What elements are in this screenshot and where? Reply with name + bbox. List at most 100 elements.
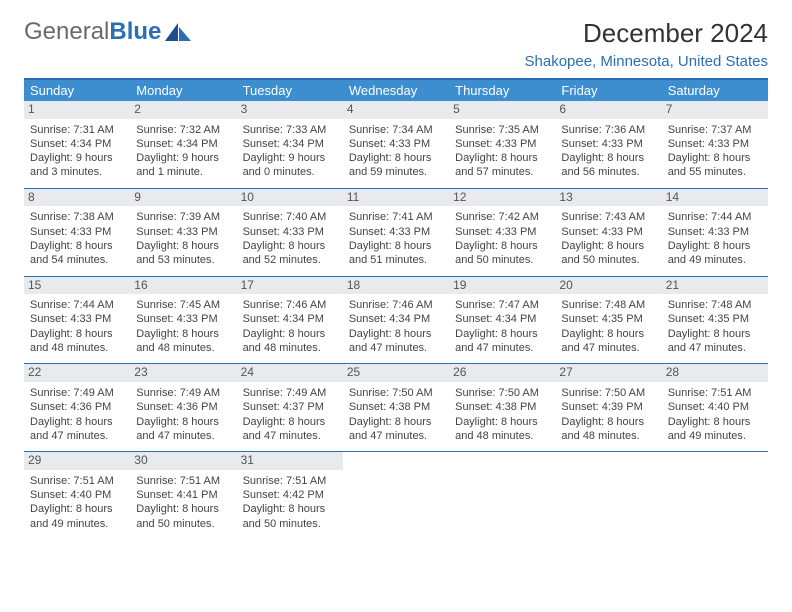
day-cell: 4Sunrise: 7:34 AMSunset: 4:33 PMDaylight… xyxy=(343,101,449,188)
day-sunrise: Sunrise: 7:49 AM xyxy=(136,386,230,400)
day-sunset: Sunset: 4:33 PM xyxy=(455,137,549,151)
day-day: Daylight: 8 hours and 50 minutes. xyxy=(561,239,655,268)
day-cell: 31Sunrise: 7:51 AMSunset: 4:42 PMDayligh… xyxy=(237,452,343,539)
day-cell: 3Sunrise: 7:33 AMSunset: 4:34 PMDaylight… xyxy=(237,101,343,188)
day-sunrise: Sunrise: 7:51 AM xyxy=(243,474,337,488)
day-sunset: Sunset: 4:33 PM xyxy=(561,137,655,151)
day-sunset: Sunset: 4:38 PM xyxy=(349,400,443,414)
day-day: Daylight: 8 hours and 50 minutes. xyxy=(455,239,549,268)
day-sunrise: Sunrise: 7:46 AM xyxy=(349,298,443,312)
day-sunrise: Sunrise: 7:47 AM xyxy=(455,298,549,312)
title-block: December 2024 Shakopee, Minnesota, Unite… xyxy=(525,18,769,70)
day-sunset: Sunset: 4:33 PM xyxy=(668,225,762,239)
day-cell: 14Sunrise: 7:44 AMSunset: 4:33 PMDayligh… xyxy=(662,189,768,276)
day-day: Daylight: 8 hours and 48 minutes. xyxy=(30,327,124,356)
day-sunrise: Sunrise: 7:50 AM xyxy=(349,386,443,400)
day-day: Daylight: 8 hours and 52 minutes. xyxy=(243,239,337,268)
day-cell: 19Sunrise: 7:47 AMSunset: 4:34 PMDayligh… xyxy=(449,277,555,364)
day-number: 24 xyxy=(237,364,343,382)
day-sunset: Sunset: 4:33 PM xyxy=(668,137,762,151)
day-sunset: Sunset: 4:33 PM xyxy=(349,225,443,239)
day-sunrise: Sunrise: 7:51 AM xyxy=(668,386,762,400)
day-sunset: Sunset: 4:40 PM xyxy=(30,488,124,502)
day-sunrise: Sunrise: 7:33 AM xyxy=(243,123,337,137)
day-sunset: Sunset: 4:34 PM xyxy=(243,137,337,151)
day-sunset: Sunset: 4:39 PM xyxy=(561,400,655,414)
day-number: 10 xyxy=(237,189,343,207)
day-sunrise: Sunrise: 7:51 AM xyxy=(136,474,230,488)
day-number: 22 xyxy=(24,364,130,382)
logo-sail-icon xyxy=(165,23,191,41)
day-header: Tuesday xyxy=(237,80,343,101)
day-cell: 1 Sunrise: 7:31 AMSunset: 4:34 PMDaylight… xyxy=(24,101,130,188)
day-sunrise: Sunrise: 7:49 AM xyxy=(243,386,337,400)
day-number: 16 xyxy=(130,277,236,295)
day-sunrise: Sunrise: 7:34 AM xyxy=(349,123,443,137)
day-day: Daylight: 8 hours and 47 minutes. xyxy=(349,327,443,356)
day-day: Daylight: 8 hours and 47 minutes. xyxy=(349,415,443,444)
day-day: Daylight: 8 hours and 56 minutes. xyxy=(561,151,655,180)
day-sunset: Sunset: 4:35 PM xyxy=(561,312,655,326)
day-number: 7 xyxy=(662,101,768,119)
day-day: Daylight: 8 hours and 47 minutes. xyxy=(455,327,549,356)
day-cell: 20Sunrise: 7:48 AMSunset: 4:35 PMDayligh… xyxy=(555,277,661,364)
logo-word1: General xyxy=(24,18,109,46)
day-cell xyxy=(449,452,555,539)
week-row: 29Sunrise: 7:51 AMSunset: 4:40 PMDayligh… xyxy=(24,452,768,539)
day-day: Daylight: 8 hours and 53 minutes. xyxy=(136,239,230,268)
day-sunset: Sunset: 4:36 PM xyxy=(30,400,124,414)
calendar: SundayMondayTuesdayWednesdayThursdayFrid… xyxy=(24,78,768,539)
day-day: Daylight: 8 hours and 48 minutes. xyxy=(136,327,230,356)
day-day: Daylight: 8 hours and 49 minutes. xyxy=(668,415,762,444)
day-sunset: Sunset: 4:42 PM xyxy=(243,488,337,502)
day-sunset: Sunset: 4:33 PM xyxy=(136,312,230,326)
logo-word2: Blue xyxy=(109,18,161,46)
day-day: Daylight: 8 hours and 48 minutes. xyxy=(243,327,337,356)
day-sunset: Sunset: 4:38 PM xyxy=(455,400,549,414)
day-header: Saturday xyxy=(662,80,768,101)
day-sunset: Sunset: 4:40 PM xyxy=(668,400,762,414)
day-sunset: Sunset: 4:34 PM xyxy=(243,312,337,326)
day-sunrise: Sunrise: 7:31 AM xyxy=(30,123,124,137)
day-sunset: Sunset: 4:34 PM xyxy=(30,137,124,151)
day-cell xyxy=(662,452,768,539)
day-sunrise: Sunrise: 7:51 AM xyxy=(30,474,124,488)
day-cell: 24Sunrise: 7:49 AMSunset: 4:37 PMDayligh… xyxy=(237,364,343,451)
day-sunrise: Sunrise: 7:49 AM xyxy=(30,386,124,400)
day-number: 26 xyxy=(449,364,555,382)
day-sunrise: Sunrise: 7:45 AM xyxy=(136,298,230,312)
day-day: Daylight: 9 hours and 3 minutes. xyxy=(30,151,124,180)
day-day: Daylight: 8 hours and 57 minutes. xyxy=(455,151,549,180)
day-cell: 29Sunrise: 7:51 AMSunset: 4:40 PMDayligh… xyxy=(24,452,130,539)
day-cell: 8Sunrise: 7:38 AMSunset: 4:33 PMDaylight… xyxy=(24,189,130,276)
day-sunrise: Sunrise: 7:32 AM xyxy=(136,123,230,137)
day-sunset: Sunset: 4:34 PM xyxy=(136,137,230,151)
day-sunset: Sunset: 4:33 PM xyxy=(561,225,655,239)
weeks-container: 1Sunrise: 7:31 AMSunset: 4:34 PMDaylight… xyxy=(24,101,768,539)
day-header: Thursday xyxy=(449,80,555,101)
day-day: Daylight: 9 hours and 0 minutes. xyxy=(243,151,337,180)
day-sunset: Sunset: 4:36 PM xyxy=(136,400,230,414)
week-row: 15Sunrise: 7:44 AMSunset: 4:33 PMDayligh… xyxy=(24,277,768,365)
day-sunrise: Sunrise: 7:41 AM xyxy=(349,210,443,224)
day-cell: 6Sunrise: 7:36 AMSunset: 4:33 PMDaylight… xyxy=(555,101,661,188)
week-row: 1Sunrise: 7:31 AMSunset: 4:34 PMDaylight… xyxy=(24,101,768,189)
day-number: 1 xyxy=(24,101,130,119)
day-day: Daylight: 8 hours and 50 minutes. xyxy=(243,502,337,531)
day-sunset: Sunset: 4:35 PM xyxy=(668,312,762,326)
day-cell: 21Sunrise: 7:48 AMSunset: 4:35 PMDayligh… xyxy=(662,277,768,364)
day-number: 14 xyxy=(662,189,768,207)
day-cell: 10Sunrise: 7:40 AMSunset: 4:33 PMDayligh… xyxy=(237,189,343,276)
day-header: Sunday xyxy=(24,80,130,101)
day-sunset: Sunset: 4:33 PM xyxy=(349,137,443,151)
day-number: 20 xyxy=(555,277,661,295)
day-cell: 28Sunrise: 7:51 AMSunset: 4:40 PMDayligh… xyxy=(662,364,768,451)
day-sunrise: Sunrise: 7:38 AM xyxy=(30,210,124,224)
day-sunset: Sunset: 4:33 PM xyxy=(455,225,549,239)
day-sunrise: Sunrise: 7:35 AM xyxy=(455,123,549,137)
day-day: Daylight: 8 hours and 47 minutes. xyxy=(243,415,337,444)
day-day: Daylight: 8 hours and 59 minutes. xyxy=(349,151,443,180)
day-number: 19 xyxy=(449,277,555,295)
day-sunrise: Sunrise: 7:43 AM xyxy=(561,210,655,224)
day-number: 27 xyxy=(555,364,661,382)
